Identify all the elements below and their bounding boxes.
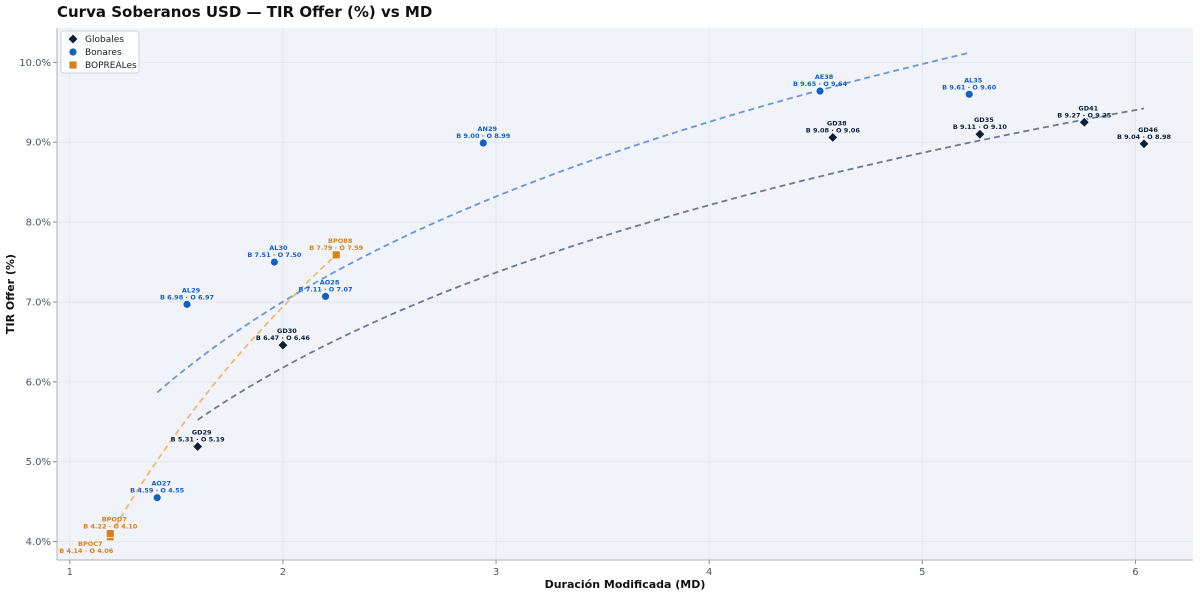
point-value-label: B 9.65 · O 9.64 (793, 80, 848, 88)
point-value-label: B 6.98 · O 6.97 (160, 293, 214, 301)
point-ticker-label: GD29 (192, 429, 212, 437)
y-tick-label: 9.0% (26, 138, 51, 149)
plot-area (57, 28, 1193, 560)
y-axis-label: TIR Offer (%) (4, 254, 17, 334)
data-points (105, 86, 1150, 542)
point-ticker-label: GD35 (974, 116, 994, 124)
chart-title: Curva Soberanos USD — TIR Offer (%) vs M… (57, 3, 433, 21)
point-ticker-label: AE38 (815, 73, 834, 81)
x-axis-label: Duración Modificada (MD) (545, 578, 706, 591)
point-ticker-label: BPOD7 (102, 516, 127, 524)
point-value-label: B 7.51 · O 7.50 (247, 251, 302, 259)
legend-marker-bonares (68, 47, 78, 57)
data-point-gd30 (277, 339, 289, 351)
x-tick-label: 4 (706, 567, 712, 578)
point-ticker-label: GD30 (277, 327, 297, 335)
data-point-gd38 (827, 131, 839, 144)
data-point-bpod7 (105, 529, 115, 539)
x-tick-label: 1 (67, 567, 73, 578)
data-point-ae38 (815, 86, 825, 96)
x-tick-label: 6 (1132, 567, 1138, 578)
axes: 1 2 3 4 5 6 4.0% 5.0% 6.0% 7.0% 8.0% 9.0% 10.0% (19, 28, 1193, 578)
legend-label: Bonares (85, 48, 122, 58)
data-point-gd46 (1138, 138, 1150, 150)
legend-box (60, 30, 140, 74)
x-tick-label: 5 (919, 567, 925, 578)
fit-curve-bopreales (109, 254, 337, 536)
fit-curve-bonares (156, 51, 970, 394)
data-point-bpo88 (331, 250, 341, 260)
point-ticker-label: GD46 (1138, 126, 1158, 134)
x-tick-label: 3 (493, 567, 499, 578)
point-value-label: B 4.22 · O 4.10 (83, 523, 138, 531)
point-value-label: B 9.00 · O 8.99 (456, 132, 511, 140)
point-value-label: B 9.04 · O 8.98 (1117, 133, 1172, 141)
point-ticker-label: AL35 (964, 76, 983, 84)
point-value-label: B 6.47 · O 6.46 (256, 334, 311, 342)
point-value-label: B 7.11 · O 7.07 (299, 285, 353, 293)
y-tick-label: 5.0% (26, 457, 51, 468)
data-point-al29 (182, 299, 192, 309)
point-value-label: B 5.31 · O 5.19 (171, 436, 226, 444)
point-value-label: B 4.14 · O 4.06 (59, 547, 114, 555)
point-value-label: B 9.61 · O 9.60 (942, 83, 997, 91)
point-ticker-label: AO27 (151, 480, 171, 488)
point-value-label: B 9.11 · O 9.10 (953, 123, 1008, 131)
x-tick-label: 2 (280, 567, 286, 578)
fit-curves (109, 51, 1145, 536)
legend: Globales Bonares BOPREALes (60, 30, 140, 74)
legend-label: Globales (85, 35, 124, 45)
point-value-label: B 4.59 · O 4.55 (130, 487, 185, 495)
point-ticker-label: GD38 (827, 119, 847, 127)
grid-lines (57, 28, 1193, 560)
y-tick-label: 4.0% (26, 537, 51, 548)
data-point-gd29 (192, 441, 204, 453)
point-ticker-label: AO28 (320, 278, 340, 286)
data-point-ao28 (321, 291, 330, 301)
data-point-al35 (964, 89, 974, 99)
point-value-label: B 9.27 · O 9.25 (1057, 111, 1112, 119)
legend-label: BOPREALes (85, 61, 137, 71)
point-ticker-label: AN29 (478, 125, 498, 133)
legend-marker-bopreales (68, 60, 78, 70)
point-value-label: B 7.79 · O 7.59 (309, 244, 364, 252)
y-tick-label: 8.0% (26, 218, 51, 229)
y-tick-label: 7.0% (26, 297, 51, 308)
point-ticker-label: AL30 (269, 244, 288, 252)
data-point-gd35 (974, 128, 986, 140)
data-point-an29 (478, 138, 488, 148)
data-point-al30 (269, 257, 279, 267)
point-ticker-label: GD41 (1078, 104, 1098, 112)
y-tick-label: 10.0% (19, 58, 51, 69)
fit-curve-globales (197, 107, 1145, 421)
point-ticker-label: BPO88 (328, 237, 353, 245)
point-ticker-label: BPOC7 (78, 540, 103, 548)
point-value-label: B 9.08 · O 9.06 (806, 126, 861, 134)
data-point-gd41 (1078, 116, 1090, 128)
legend-marker-globales (67, 33, 79, 45)
point-ticker-label: AL29 (182, 286, 201, 294)
y-tick-label: 6.0% (26, 377, 51, 388)
data-point-ao27 (152, 493, 162, 503)
